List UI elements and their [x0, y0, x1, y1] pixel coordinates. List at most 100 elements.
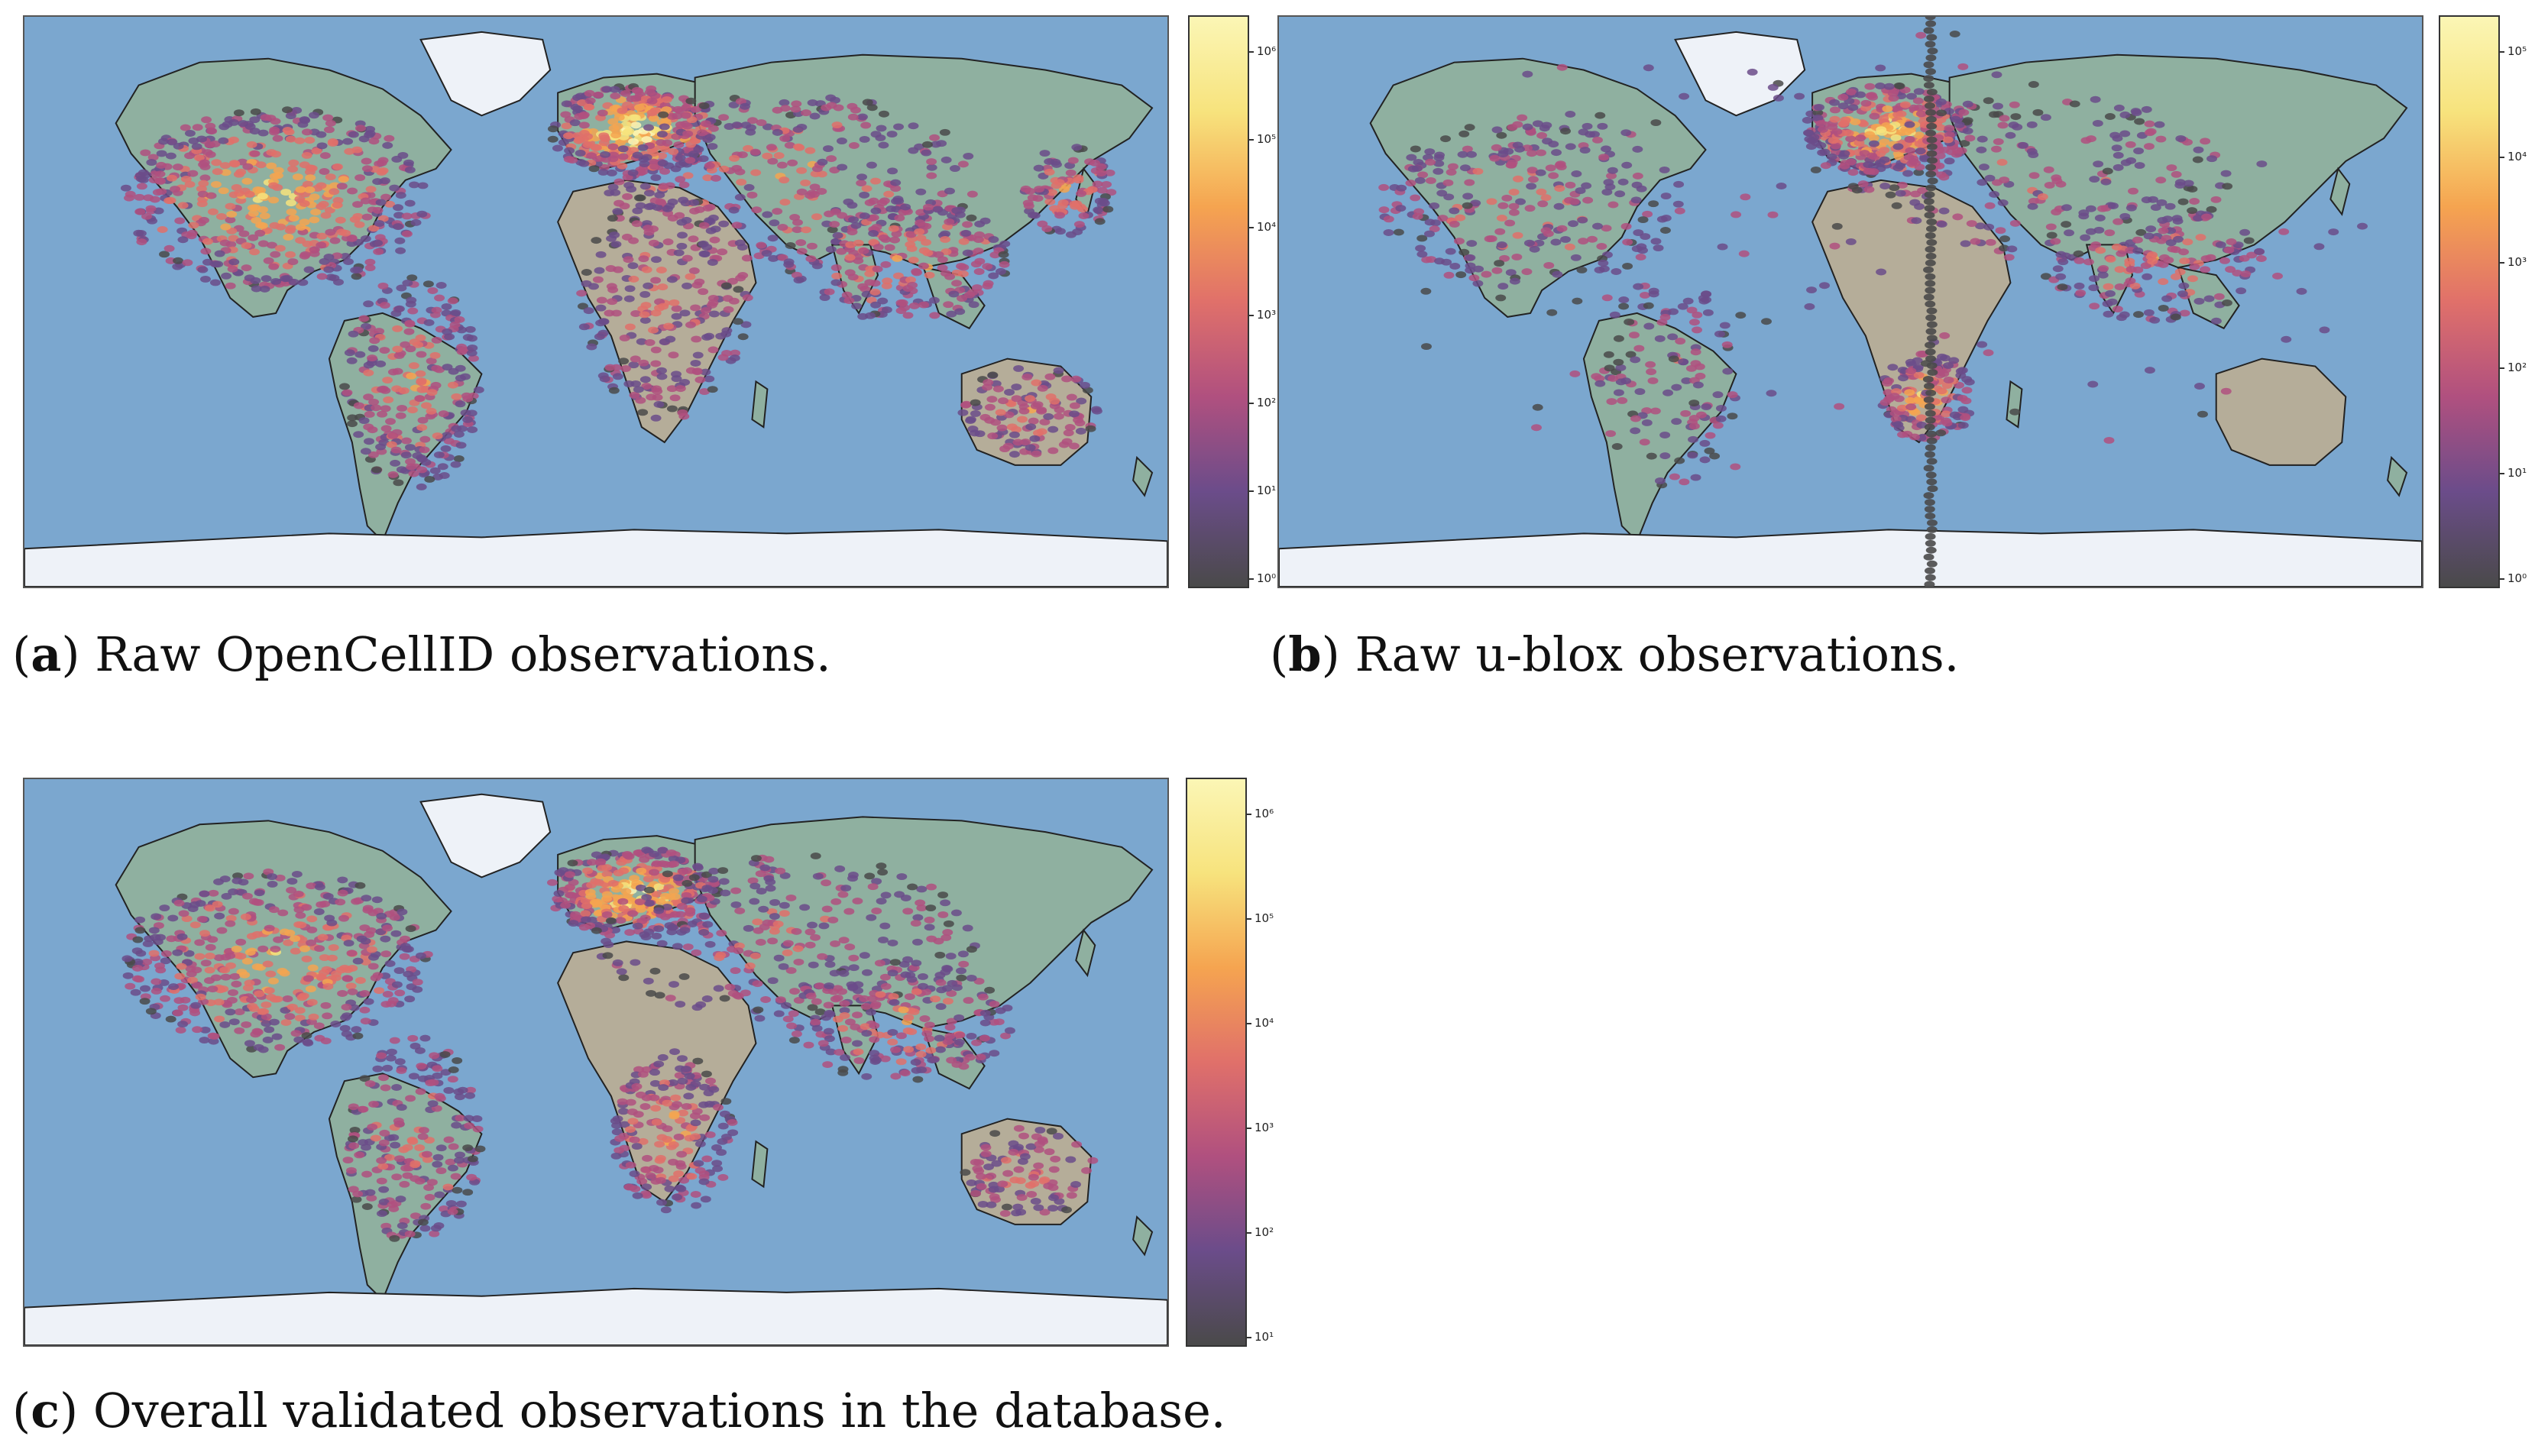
hexbin-cell: [198, 216, 209, 224]
hexbin-layer: [120, 83, 1117, 490]
hexbin-cell: [202, 258, 213, 266]
hexbin-cell: [2102, 300, 2113, 308]
hexbin-cell: [1989, 190, 2000, 198]
hexbin-cell: [286, 208, 297, 215]
hexbin-cell: [156, 150, 167, 157]
hexbin-cell: [426, 407, 437, 415]
hexbin-cell: [247, 204, 258, 212]
hexbin-cell: [1926, 307, 1938, 315]
hexbin-cell: [2177, 290, 2188, 298]
hexbin-cell: [1464, 124, 1475, 131]
hexbin-cell: [1470, 199, 1481, 207]
hexbin-cell: [358, 1105, 369, 1113]
hexbin-cell: [1812, 114, 1824, 121]
hexbin-cell: [805, 192, 816, 199]
hexbin-cell: [1767, 83, 1779, 91]
hexbin-cell: [988, 272, 999, 280]
hexbin-cell: [2193, 215, 2204, 222]
hexbin-cell: [188, 137, 199, 144]
hexbin-cell: [434, 1191, 445, 1199]
hexbin-cell: [926, 158, 937, 166]
hexbin-cell: [582, 141, 594, 148]
hexbin-cell: [801, 226, 812, 234]
hexbin-cell: [851, 303, 863, 310]
hexbin-cell: [623, 380, 635, 387]
hexbin-cell: [841, 291, 853, 299]
hexbin-cell: [1701, 403, 1712, 411]
colorbar-tick-label: 10¹: [1247, 484, 1277, 497]
hexbin-cell: [359, 924, 371, 931]
hexbin-cell: [607, 143, 619, 150]
hexbin-cell: [612, 208, 623, 215]
hexbin-cell: [325, 173, 336, 181]
hexbin-cell: [1949, 31, 1960, 37]
hexbin-cell: [2089, 176, 2100, 183]
hexbin-cell: [668, 147, 679, 155]
hexbin-cell: [283, 939, 294, 946]
hexbin-cell: [1036, 407, 1047, 415]
hexbin-cell: [1532, 120, 1543, 128]
hexbin-cell: [221, 272, 232, 280]
hexbin-cell: [624, 929, 636, 937]
hexbin-cell: [601, 895, 613, 902]
hexbin-cell: [622, 193, 633, 200]
world-map-c: [23, 778, 1169, 1347]
hexbin-cell: [1923, 492, 1934, 500]
hexbin-cell: [911, 269, 922, 277]
hexbin-cell: [140, 149, 151, 157]
hexbin-cell: [629, 391, 640, 399]
hexbin-cell: [1896, 110, 1907, 118]
hexbin-cell: [244, 949, 256, 956]
hexbin-cell: [907, 281, 918, 289]
hexbin-cell: [165, 1015, 176, 1023]
hexbin-cell: [1850, 118, 1861, 125]
hexbin-cell: [718, 165, 730, 173]
hexbin-cell: [723, 306, 734, 313]
hexbin-cell: [2155, 176, 2167, 184]
hexbin-cell: [447, 1208, 458, 1215]
hexbin-cell: [197, 190, 209, 198]
hexbin-cell: [1497, 202, 1509, 209]
world-map-b: [1277, 15, 2423, 588]
hexbin-cell: [1049, 397, 1060, 405]
hexbin-cell: [1433, 160, 1445, 167]
hexbin-cell: [1512, 231, 1523, 239]
hexbin-cell: [681, 891, 692, 899]
hexbin-cell: [688, 874, 700, 882]
hexbin-cell: [811, 165, 823, 173]
hexbin-cell: [1927, 519, 1938, 526]
hexbin-cell: [1819, 282, 1830, 290]
hexbin-cell: [1686, 306, 1698, 314]
hexbin-cell: [1912, 357, 1923, 364]
hexbin-cell: [429, 1052, 440, 1060]
hexbin-cell: [429, 467, 441, 474]
hexbin-cell: [581, 902, 592, 910]
hexbin-cell: [818, 922, 830, 930]
hexbin-cell: [281, 106, 293, 114]
hexbin-cell: [708, 310, 720, 318]
hexbin-cell: [387, 368, 399, 376]
hexbin-cell: [1975, 222, 1986, 230]
hexbin-cell: [316, 273, 328, 280]
hexbin-cell: [1857, 180, 1869, 188]
hexbin-cell: [1925, 231, 1936, 239]
hexbin-cell: [578, 112, 589, 120]
hexbin-cell: [713, 985, 724, 992]
hexbin-cell: [648, 326, 659, 334]
hexbin-cell: [1891, 202, 1902, 209]
hexbin-cell: [1417, 171, 1429, 179]
hexbin-cell: [659, 167, 671, 175]
hexbin-cell: [251, 963, 263, 971]
hexbin-cell: [650, 174, 662, 182]
hexbin-cell: [456, 348, 468, 355]
hexbin-cell: [124, 194, 135, 202]
hexbin-cell: [656, 139, 667, 147]
hexbin-cell: [301, 151, 312, 159]
hexbin-cell: [968, 301, 979, 309]
hexbin-cell: [1085, 425, 1096, 432]
hexbin-cell: [864, 199, 876, 206]
hexbin-cell: [1446, 168, 1457, 176]
hexbin-cell: [1897, 431, 1908, 438]
hexbin-cell: [698, 155, 709, 163]
hexbin-cell: [1925, 259, 1936, 267]
